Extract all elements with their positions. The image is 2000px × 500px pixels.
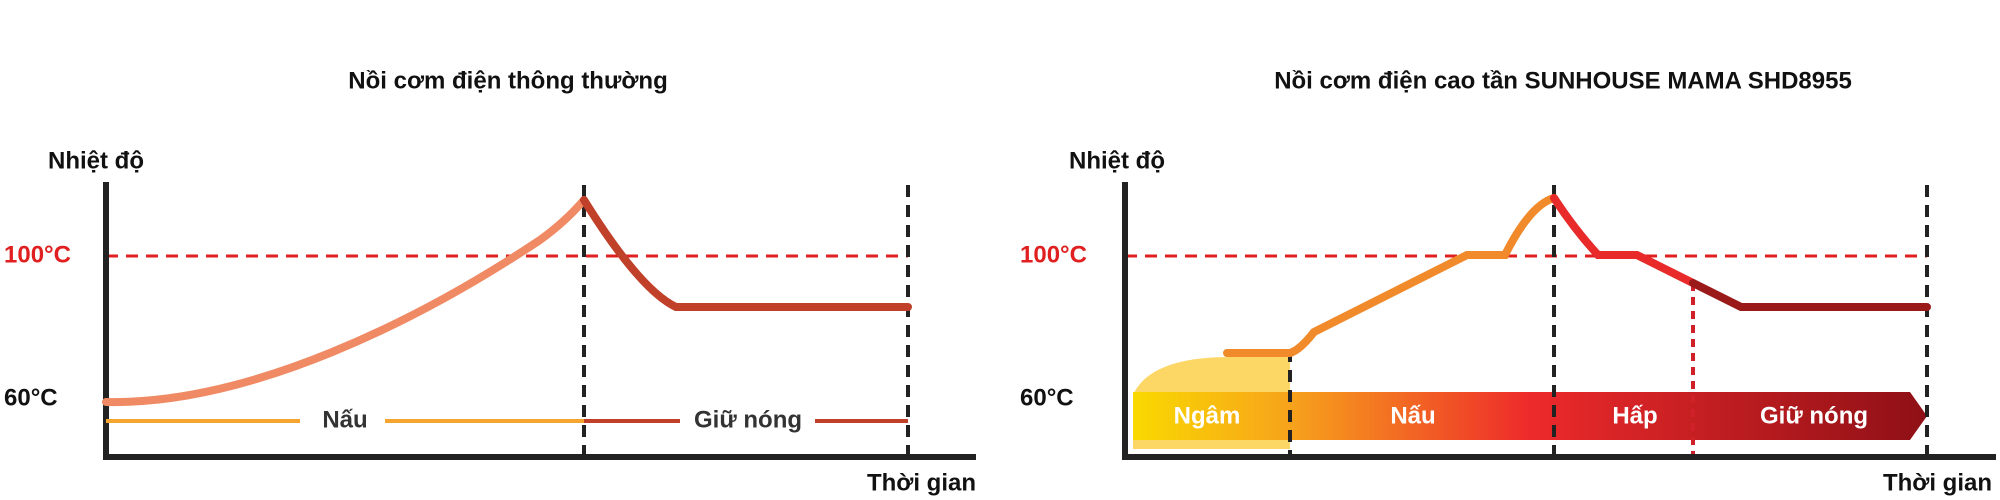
temp-low: 60°C xyxy=(4,384,58,411)
phase-label: Giữ nóng xyxy=(694,406,802,433)
curve xyxy=(102,196,588,407)
right-panel: Nồi cơm điện cao tần SUNHOUSE MAMA SHD89… xyxy=(1020,67,1996,496)
curve xyxy=(1689,279,1931,311)
curve xyxy=(1550,194,1697,287)
title: Nồi cơm điện thông thường xyxy=(348,67,667,94)
phase-label: Nấu xyxy=(1390,402,1435,429)
curve xyxy=(1223,194,1558,357)
title: Nồi cơm điện cao tần SUNHOUSE MAMA SHD89… xyxy=(1274,67,1852,94)
phase-label: Hấp xyxy=(1612,402,1657,429)
left-panel: Nồi cơm điện thông thường Nhiệt độ Thời … xyxy=(4,67,976,496)
x-label: Thời gian xyxy=(867,469,976,496)
y-label: Nhiệt độ xyxy=(48,147,144,174)
curve xyxy=(580,196,912,311)
phase-band xyxy=(1133,392,1927,440)
phase-label: Giữ nóng xyxy=(1760,402,1868,429)
y-label: Nhiệt độ xyxy=(1069,147,1165,174)
phase-label: Nấu xyxy=(322,406,367,433)
x-label: Thời gian xyxy=(1883,469,1992,496)
temp-high: 100°C xyxy=(4,241,71,268)
temp-high: 100°C xyxy=(1020,241,1087,268)
phase-label: Ngâm xyxy=(1174,402,1241,429)
temp-low: 60°C xyxy=(1020,384,1074,411)
